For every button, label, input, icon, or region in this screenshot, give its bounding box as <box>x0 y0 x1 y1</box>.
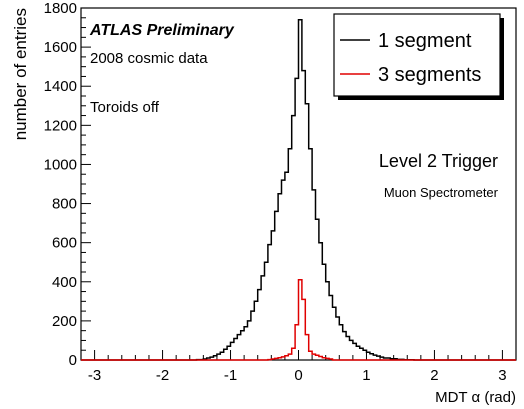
legend-label-3-segments: 3 segments <box>378 64 481 86</box>
y-tick-label: 1000 <box>44 156 77 173</box>
y-tick-label: 1200 <box>44 117 77 134</box>
y-tick-label: 1400 <box>44 78 77 95</box>
series-layer <box>81 18 516 361</box>
x-axis-ticks: -3 -2 -1 0 1 2 3 <box>80 350 517 384</box>
annotation-experiment: ATLAS Preliminary <box>89 22 235 39</box>
y-tick-label: 1800 <box>44 0 77 17</box>
y-tick-label: 200 <box>52 313 77 330</box>
y-tick-label: 600 <box>52 235 77 252</box>
y-tick-label: 1600 <box>44 39 77 56</box>
legend: 1 segment 3 segments <box>333 13 504 100</box>
x-tick-label: 1 <box>362 367 370 384</box>
annotation-dataset: 2008 cosmic data <box>90 50 208 67</box>
series-1-segment-line <box>81 18 516 361</box>
y-tick-label: 400 <box>52 274 77 291</box>
x-tick-label: 3 <box>498 367 506 384</box>
x-tick-label: -1 <box>224 367 237 384</box>
y-tick-label: 0 <box>69 352 77 369</box>
y-tick-label: 800 <box>52 196 77 213</box>
legend-box <box>333 13 501 97</box>
y-axis-label: number of entries <box>11 8 30 140</box>
legend-label-1-segment: 1 segment <box>378 30 472 52</box>
y-axis-ticks: 0 200 400 600 800 1000 1200 1400 1600 1800 <box>44 0 91 369</box>
x-tick-label: 0 <box>294 367 302 384</box>
x-axis-label: MDT α (rad) <box>435 389 516 406</box>
annotation-condition: Toroids off <box>90 99 160 116</box>
x-tick-label: 2 <box>430 367 438 384</box>
x-tick-label: -3 <box>88 367 101 384</box>
series-3-segments-line <box>81 279 516 361</box>
annotation-subsystem: Muon Spectrometer <box>384 185 499 200</box>
x-tick-label: -2 <box>156 367 169 384</box>
annotation-trigger: Level 2 Trigger <box>379 151 498 171</box>
